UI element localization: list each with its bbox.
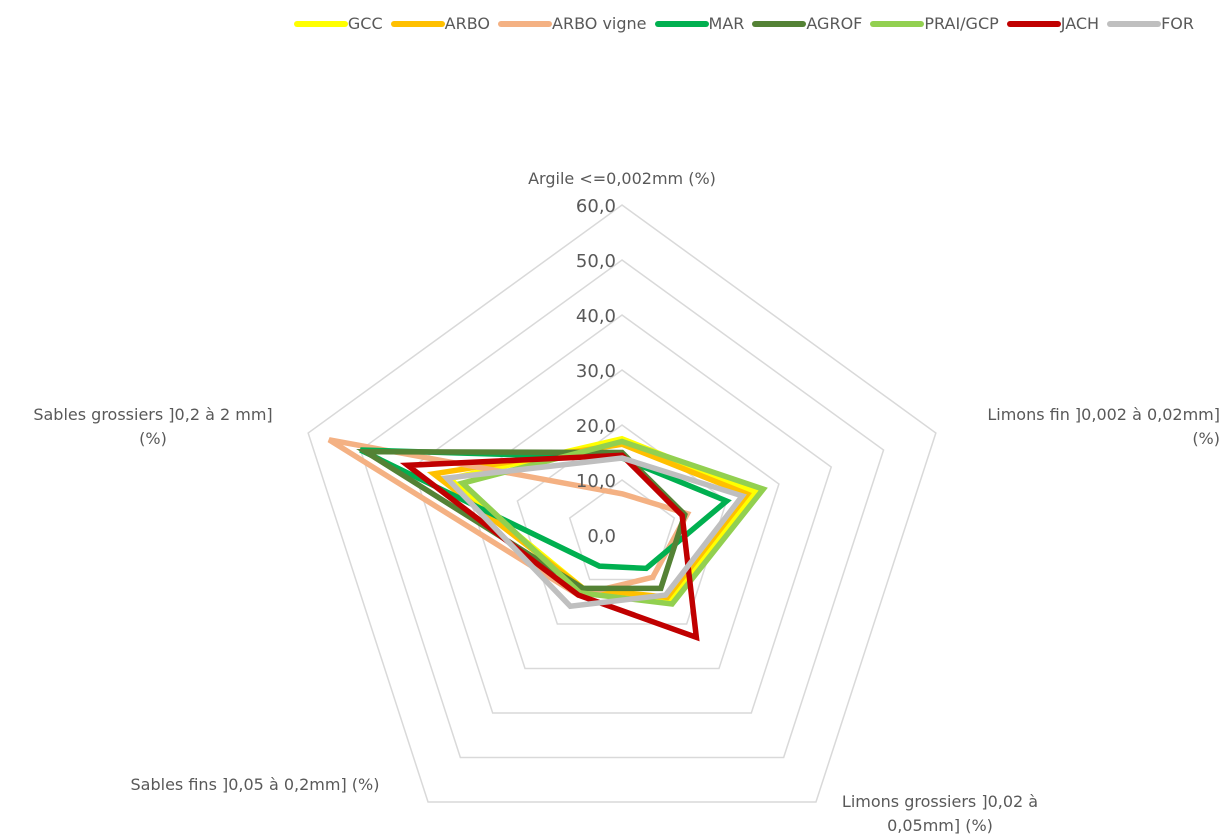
- radar-series: [327, 435, 768, 642]
- tick-label: 20,0: [576, 416, 616, 437]
- legend-swatch: [1107, 20, 1162, 27]
- legend-label: GCC: [347, 14, 383, 33]
- legend: GCC ARBO ARBO vigne MAR AGROF PRAI/GCP JACH FOR: [0, 14, 1224, 33]
- axis-label: Sables fins ]0,05 à 0,2mm] (%): [131, 775, 380, 794]
- legend-swatch: [654, 20, 709, 27]
- legend-swatch: [390, 20, 445, 27]
- legend-label: ARBO: [444, 14, 491, 33]
- tick-label: 40,0: [576, 306, 616, 327]
- grid-ring: [359, 259, 885, 759]
- legend-label: FOR: [1161, 14, 1194, 33]
- tick-label: 0,0: [587, 526, 616, 547]
- legend-swatch: [1006, 20, 1061, 27]
- legend-label: PRAI/GCP: [924, 14, 999, 33]
- series-line: [426, 441, 752, 601]
- legend-label: MAR: [708, 14, 745, 33]
- tick-label: 30,0: [576, 361, 616, 382]
- legend-item: JACH: [1006, 14, 1100, 33]
- grid-ring: [307, 204, 937, 803]
- series-line: [399, 452, 700, 642]
- tick-label: 10,0: [576, 471, 616, 492]
- radial-ticks: 0,0 10,0 20,0 30,0 40,0 50,0 60,0: [576, 196, 616, 547]
- legend-label: AGROF: [806, 14, 863, 33]
- axis-labels: Argile <=0,002mm (%) Limons fin ]0,002 à …: [33, 169, 1220, 835]
- legend-item: ARBO vigne: [498, 14, 647, 33]
- legend-item: PRAI/GCP: [870, 14, 999, 33]
- axis-label: Sables grossiers ]0,2 à 2 mm] (%): [33, 405, 272, 448]
- tick-label: 60,0: [576, 196, 616, 217]
- legend-item: AGROF: [752, 14, 862, 33]
- axis-label: Limons grossiers ]0,02 à 0,05mm] (%): [842, 792, 1038, 835]
- legend-swatch: [870, 20, 925, 27]
- legend-swatch: [752, 20, 807, 27]
- legend-label: ARBO vigne: [552, 14, 647, 33]
- legend-label: JACH: [1060, 14, 1100, 33]
- legend-swatch: [293, 20, 348, 27]
- legend-item: FOR: [1107, 14, 1194, 33]
- grid-ring: [568, 479, 676, 581]
- legend-item: GCC: [293, 14, 383, 33]
- legend-item: MAR: [654, 14, 745, 33]
- tick-label: 50,0: [576, 251, 616, 272]
- legend-swatch: [498, 20, 553, 27]
- radar-grid: [307, 204, 937, 803]
- legend-item: ARBO: [390, 14, 491, 33]
- series-line: [440, 455, 747, 610]
- axis-label: Argile <=0,002mm (%): [528, 169, 716, 188]
- grid-ring: [411, 314, 833, 714]
- axis-label: Limons fin ]0,002 à 0,02mm] (%): [987, 405, 1220, 448]
